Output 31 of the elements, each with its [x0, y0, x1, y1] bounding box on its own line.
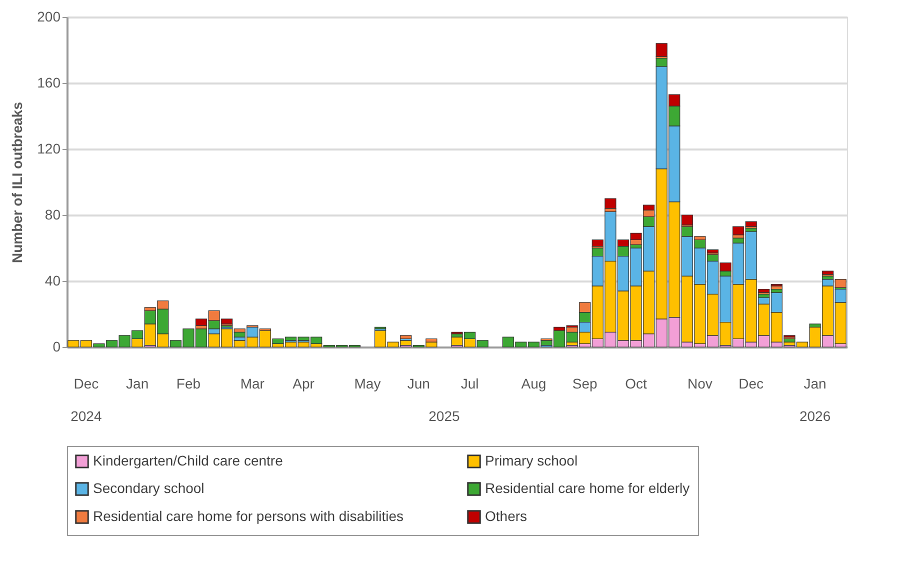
legend-label: Secondary school	[93, 480, 204, 496]
y-tick-label: 160	[37, 74, 61, 90]
x-tick-label: May	[354, 376, 381, 392]
x-tick-label: Jan	[126, 376, 149, 392]
x-tick-label: Feb	[176, 376, 201, 392]
x-tick-label: Mar	[240, 376, 265, 392]
y-tick-label: 0	[52, 338, 61, 354]
y-tick-label: 80	[44, 206, 61, 222]
legend-label: Residential care home for elderly	[485, 480, 690, 496]
x-tick-label: Nov	[688, 376, 712, 392]
text: 2025	[428, 408, 460, 424]
x-tick-label: Jun	[407, 376, 430, 392]
legend-label: Primary school	[485, 452, 578, 468]
y-tick-label: 200	[37, 8, 61, 24]
x-tick-label: Oct	[625, 376, 648, 392]
y-tick-label: 40	[44, 272, 61, 288]
legend-label: Others	[485, 508, 528, 524]
x-tick-label: Jul	[460, 376, 479, 392]
legend-label: Residential care home for persons with disabilities	[93, 508, 404, 524]
x-tick-label: Dec	[738, 376, 764, 392]
x-tick-label: Jan	[804, 376, 826, 392]
y-tick-label: 120	[37, 140, 61, 156]
y-axis-title: Number of ILI outbreaks	[9, 102, 26, 264]
x-tick-label: Apr	[292, 376, 315, 392]
x-tick-label: Sep	[572, 376, 598, 392]
x-tick-label: Aug	[521, 376, 546, 392]
text: 2024	[70, 408, 102, 424]
text: 2026	[799, 408, 831, 424]
x-tick-label: Dec	[74, 376, 99, 392]
bar	[604, 198, 616, 209]
legend-label: Kindergarten/Child care centre	[93, 452, 284, 468]
